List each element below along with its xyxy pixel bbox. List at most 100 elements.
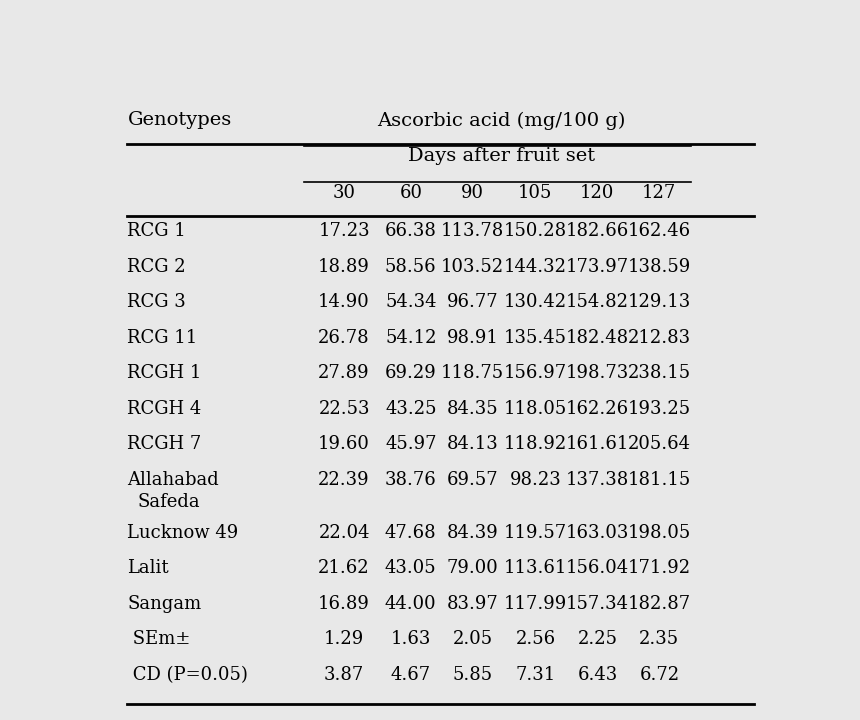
Text: 79.00: 79.00 — [447, 559, 499, 577]
Text: 58.56: 58.56 — [385, 258, 437, 276]
Text: 119.57: 119.57 — [504, 524, 567, 542]
Text: 22.39: 22.39 — [318, 471, 370, 489]
Text: 83.97: 83.97 — [447, 595, 499, 613]
Text: 127: 127 — [642, 184, 677, 202]
Text: RCGH 4: RCGH 4 — [127, 400, 202, 418]
Text: 22.04: 22.04 — [318, 524, 370, 542]
Text: 118.75: 118.75 — [441, 364, 504, 382]
Text: 173.97: 173.97 — [566, 258, 629, 276]
Text: 54.34: 54.34 — [385, 293, 437, 311]
Text: 90: 90 — [461, 184, 484, 202]
Text: 162.46: 162.46 — [628, 222, 691, 240]
Text: 118.05: 118.05 — [504, 400, 567, 418]
Text: 4.67: 4.67 — [390, 666, 431, 684]
Text: 154.82: 154.82 — [566, 293, 629, 311]
Text: 47.68: 47.68 — [385, 524, 437, 542]
Text: 113.61: 113.61 — [504, 559, 567, 577]
Text: 22.53: 22.53 — [318, 400, 370, 418]
Text: 105: 105 — [519, 184, 553, 202]
Text: 54.12: 54.12 — [385, 328, 437, 346]
Text: 117.99: 117.99 — [504, 595, 567, 613]
Text: 156.04: 156.04 — [566, 559, 629, 577]
Text: 113.78: 113.78 — [441, 222, 504, 240]
Text: 150.28: 150.28 — [504, 222, 567, 240]
Text: 137.38: 137.38 — [566, 471, 629, 489]
Text: 162.26: 162.26 — [566, 400, 629, 418]
Text: 27.89: 27.89 — [318, 364, 370, 382]
Text: 17.23: 17.23 — [318, 222, 370, 240]
Text: 7.31: 7.31 — [515, 666, 556, 684]
Text: Ascorbic acid (mg/100 g): Ascorbic acid (mg/100 g) — [378, 112, 626, 130]
Text: 43.05: 43.05 — [385, 559, 437, 577]
Text: 44.00: 44.00 — [385, 595, 437, 613]
Text: 238.15: 238.15 — [628, 364, 691, 382]
Text: 66.38: 66.38 — [384, 222, 437, 240]
Text: 120: 120 — [580, 184, 615, 202]
Text: 118.92: 118.92 — [504, 435, 567, 453]
Text: 144.32: 144.32 — [504, 258, 567, 276]
Text: 2.35: 2.35 — [639, 630, 679, 648]
Text: 130.42: 130.42 — [504, 293, 567, 311]
Text: 3.87: 3.87 — [324, 666, 365, 684]
Text: 30: 30 — [333, 184, 355, 202]
Text: 6.72: 6.72 — [639, 666, 679, 684]
Text: 14.90: 14.90 — [318, 293, 370, 311]
Text: Days after fruit set: Days after fruit set — [408, 148, 595, 166]
Text: RCG 2: RCG 2 — [127, 258, 186, 276]
Text: 198.73: 198.73 — [566, 364, 629, 382]
Text: 6.43: 6.43 — [577, 666, 617, 684]
Text: 1.63: 1.63 — [390, 630, 431, 648]
Text: SEm±: SEm± — [127, 630, 191, 648]
Text: 163.03: 163.03 — [566, 524, 629, 542]
Text: 1.29: 1.29 — [324, 630, 365, 648]
Text: RCGH 1: RCGH 1 — [127, 364, 202, 382]
Text: 84.35: 84.35 — [447, 400, 499, 418]
Text: CD (P=0.05): CD (P=0.05) — [127, 666, 249, 684]
Text: 171.92: 171.92 — [628, 559, 691, 577]
Text: 18.89: 18.89 — [318, 258, 370, 276]
Text: 103.52: 103.52 — [441, 258, 504, 276]
Text: 161.61: 161.61 — [566, 435, 629, 453]
Text: 69.29: 69.29 — [385, 364, 437, 382]
Text: Allahabad: Allahabad — [127, 471, 219, 489]
Text: 181.15: 181.15 — [628, 471, 691, 489]
Text: 98.23: 98.23 — [509, 471, 562, 489]
Text: 69.57: 69.57 — [447, 471, 499, 489]
Text: 60: 60 — [399, 184, 422, 202]
Text: 157.34: 157.34 — [566, 595, 629, 613]
Text: 182.87: 182.87 — [628, 595, 691, 613]
Text: 84.39: 84.39 — [447, 524, 499, 542]
Text: Genotypes: Genotypes — [127, 112, 231, 130]
Text: 84.13: 84.13 — [447, 435, 499, 453]
Text: RCG 3: RCG 3 — [127, 293, 187, 311]
Text: RCG 11: RCG 11 — [127, 328, 198, 346]
Text: 205.64: 205.64 — [628, 435, 691, 453]
Text: 2.25: 2.25 — [577, 630, 617, 648]
Text: 96.77: 96.77 — [447, 293, 499, 311]
Text: 182.48: 182.48 — [566, 328, 629, 346]
Text: 45.97: 45.97 — [385, 435, 437, 453]
Text: RCGH 7: RCGH 7 — [127, 435, 202, 453]
Text: 26.78: 26.78 — [318, 328, 370, 346]
Text: 198.05: 198.05 — [628, 524, 691, 542]
Text: 2.05: 2.05 — [452, 630, 493, 648]
Text: 129.13: 129.13 — [628, 293, 691, 311]
Text: 19.60: 19.60 — [318, 435, 370, 453]
Text: RCG 1: RCG 1 — [127, 222, 187, 240]
Text: 38.76: 38.76 — [385, 471, 437, 489]
Text: Lucknow 49: Lucknow 49 — [127, 524, 239, 542]
Text: 21.62: 21.62 — [318, 559, 370, 577]
Text: 43.25: 43.25 — [385, 400, 437, 418]
Text: 138.59: 138.59 — [628, 258, 691, 276]
Text: 16.89: 16.89 — [318, 595, 370, 613]
Text: 182.66: 182.66 — [566, 222, 629, 240]
Text: Safeda: Safeda — [138, 492, 200, 510]
Text: 135.45: 135.45 — [504, 328, 567, 346]
Text: 193.25: 193.25 — [628, 400, 691, 418]
Text: 5.85: 5.85 — [452, 666, 493, 684]
Text: Lalit: Lalit — [127, 559, 169, 577]
Text: 2.56: 2.56 — [515, 630, 556, 648]
Text: 212.83: 212.83 — [628, 328, 691, 346]
Text: Sangam: Sangam — [127, 595, 202, 613]
Text: 98.91: 98.91 — [447, 328, 499, 346]
